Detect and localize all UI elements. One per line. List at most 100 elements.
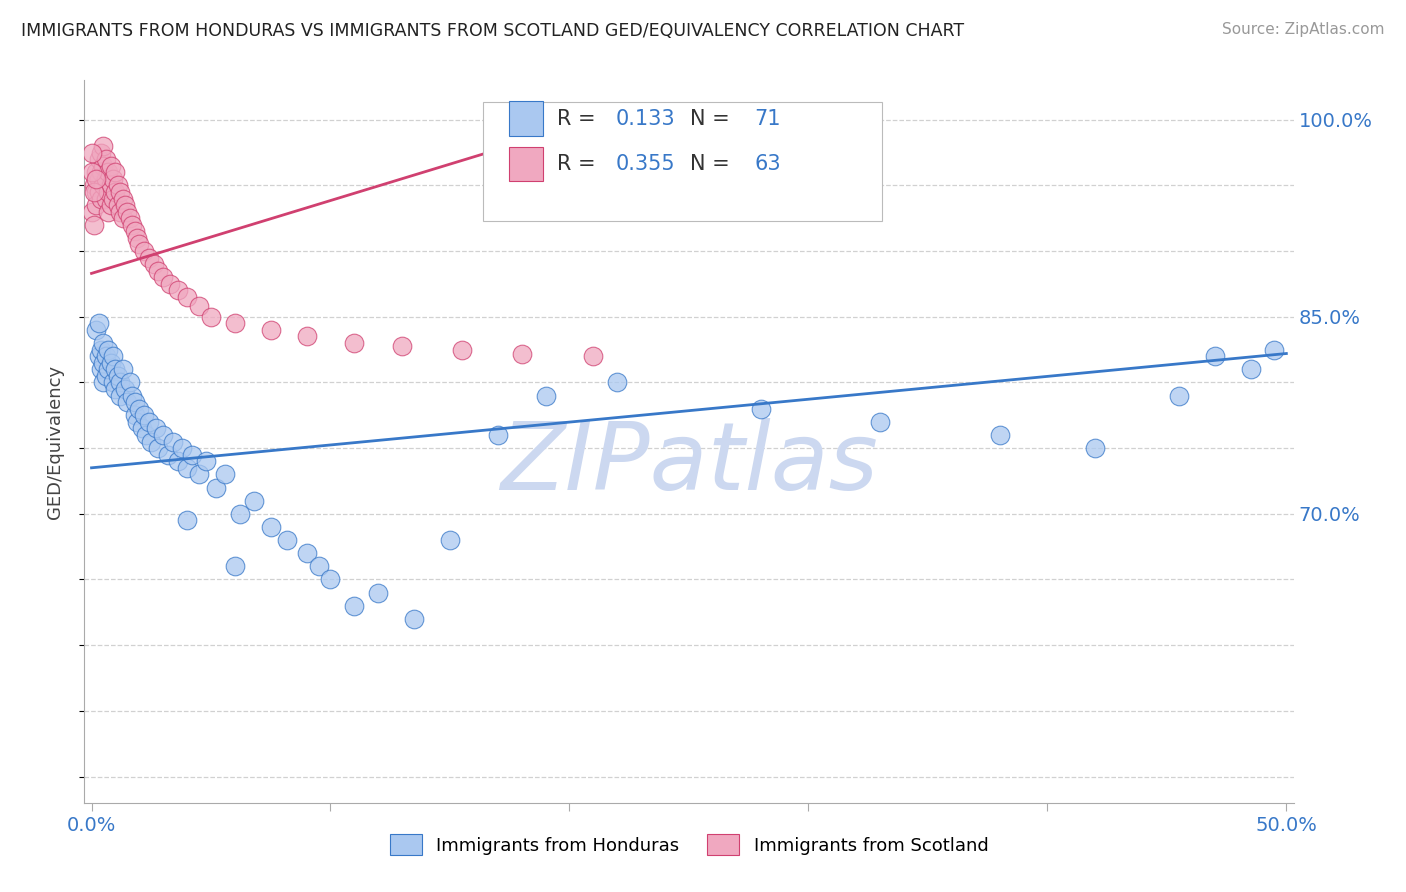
Point xyxy=(606,376,628,390)
Point xyxy=(148,264,170,278)
Legend: Immigrants from Honduras, Immigrants from Scotland: Immigrants from Honduras, Immigrants fro… xyxy=(382,827,995,863)
Text: R =: R = xyxy=(557,154,602,174)
Point xyxy=(83,218,105,232)
Text: R =: R = xyxy=(557,109,602,128)
Point xyxy=(582,349,605,363)
Point xyxy=(104,165,127,179)
Point xyxy=(125,415,148,429)
Point xyxy=(117,204,139,219)
Point xyxy=(90,343,112,357)
Point xyxy=(107,198,129,212)
Point xyxy=(152,270,174,285)
Point xyxy=(84,185,107,199)
Point xyxy=(343,599,366,613)
Point xyxy=(111,211,134,226)
Point xyxy=(141,434,163,449)
Point xyxy=(84,323,107,337)
Point xyxy=(83,185,105,199)
Point xyxy=(176,290,198,304)
Point xyxy=(124,395,146,409)
Point xyxy=(1263,343,1285,357)
Point xyxy=(1167,388,1189,402)
Point xyxy=(93,139,115,153)
Point xyxy=(93,159,115,173)
Point xyxy=(121,388,143,402)
Text: N =: N = xyxy=(690,109,737,128)
Point xyxy=(108,388,131,402)
Point xyxy=(101,192,124,206)
Point xyxy=(319,573,342,587)
Bar xyxy=(509,101,543,136)
Point xyxy=(156,448,179,462)
Point xyxy=(118,376,141,390)
Point xyxy=(90,362,112,376)
Point xyxy=(343,336,366,351)
Point xyxy=(1084,441,1107,455)
Point xyxy=(107,178,129,193)
Point xyxy=(97,185,120,199)
Point xyxy=(132,244,155,258)
Point xyxy=(391,338,413,352)
Text: 71: 71 xyxy=(754,109,780,128)
Point xyxy=(80,165,103,179)
Point xyxy=(118,211,141,226)
Point xyxy=(114,198,136,212)
Point xyxy=(100,198,122,212)
Point xyxy=(308,559,330,574)
Point xyxy=(295,329,318,343)
Point xyxy=(104,382,127,396)
Point xyxy=(135,428,157,442)
Point xyxy=(749,401,772,416)
Point xyxy=(104,185,127,199)
Point xyxy=(128,237,150,252)
Point xyxy=(214,467,236,482)
Point xyxy=(90,145,112,160)
Point xyxy=(90,165,112,179)
Point xyxy=(132,409,155,423)
Point xyxy=(108,376,131,390)
Point xyxy=(367,585,389,599)
Point xyxy=(100,178,122,193)
Point xyxy=(162,434,184,449)
Point xyxy=(94,349,117,363)
Point xyxy=(228,507,250,521)
Point xyxy=(128,401,150,416)
Point xyxy=(100,159,122,173)
Point xyxy=(276,533,298,547)
Point xyxy=(152,428,174,442)
Point xyxy=(166,284,188,298)
Point xyxy=(108,204,131,219)
Point xyxy=(84,171,107,186)
Point xyxy=(486,428,509,442)
Point xyxy=(200,310,222,324)
Text: 0.355: 0.355 xyxy=(616,154,675,174)
Point xyxy=(204,481,226,495)
Point xyxy=(159,277,181,291)
Point xyxy=(176,513,198,527)
Point xyxy=(97,204,120,219)
Point xyxy=(510,346,533,360)
Point xyxy=(83,178,105,193)
Point xyxy=(172,441,194,455)
Point xyxy=(260,323,283,337)
Point xyxy=(188,299,211,313)
Point xyxy=(138,415,160,429)
Point xyxy=(87,316,110,330)
Point xyxy=(1204,349,1226,363)
Point xyxy=(80,204,103,219)
Point xyxy=(94,152,117,166)
Point xyxy=(121,218,143,232)
Point xyxy=(80,145,103,160)
Point xyxy=(439,533,461,547)
Text: 63: 63 xyxy=(754,154,780,174)
Point xyxy=(451,343,474,357)
Point xyxy=(195,454,218,468)
Text: N =: N = xyxy=(690,154,737,174)
Point xyxy=(295,546,318,560)
Point xyxy=(224,559,246,574)
Point xyxy=(145,421,167,435)
Point xyxy=(111,362,134,376)
Bar xyxy=(509,147,543,181)
Point xyxy=(180,448,202,462)
Point xyxy=(111,192,134,206)
